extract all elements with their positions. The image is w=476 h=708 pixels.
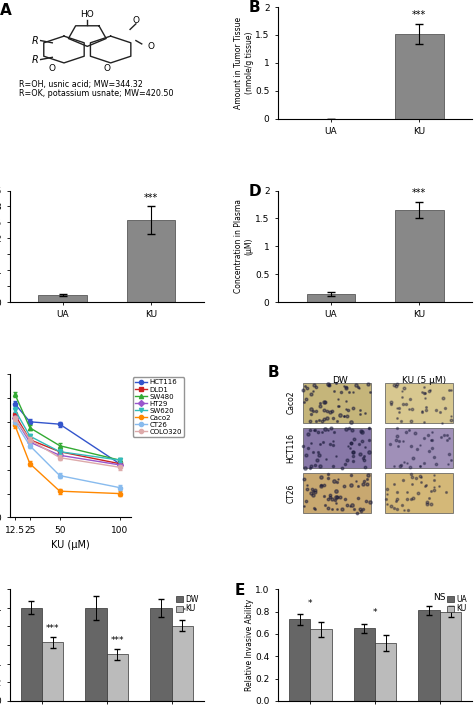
Text: *: * — [307, 599, 312, 608]
X-axis label: KU (μM): KU (μM) — [51, 540, 89, 550]
Text: E: E — [235, 583, 245, 598]
CT26 — [117, 484, 122, 492]
HCT116 — [57, 420, 62, 428]
FancyBboxPatch shape — [384, 428, 452, 468]
HT29 — [12, 414, 18, 423]
FancyBboxPatch shape — [302, 382, 370, 423]
Text: ***: *** — [143, 193, 158, 203]
Line: CT26: CT26 — [13, 420, 121, 490]
Text: KU (5 μM): KU (5 μM) — [401, 376, 445, 385]
Bar — [353, 628, 374, 701]
Bar — [306, 294, 355, 302]
Text: O: O — [103, 64, 110, 73]
HCT116 — [117, 459, 122, 468]
Line: SW480: SW480 — [13, 392, 121, 462]
SW620 — [57, 447, 62, 456]
Text: R=OH, usnic acid; MW=344.32: R=OH, usnic acid; MW=344.32 — [19, 80, 143, 88]
DLD1 — [27, 435, 33, 444]
HCT116 — [12, 399, 18, 408]
Text: ***: *** — [110, 636, 124, 645]
COLO320 — [57, 453, 62, 462]
Bar — [85, 608, 107, 701]
Bar — [126, 220, 175, 302]
Bar — [171, 626, 192, 701]
Line: HT29: HT29 — [13, 416, 121, 467]
SW620 — [117, 456, 122, 464]
Text: DW: DW — [331, 376, 347, 385]
Y-axis label: Amount in Tumor Tissue
(nmole/g tissue): Amount in Tumor Tissue (nmole/g tissue) — [234, 17, 253, 109]
Bar — [439, 612, 460, 701]
Bar — [309, 629, 331, 701]
Y-axis label: Relative Invasive Ability: Relative Invasive Ability — [244, 599, 253, 691]
FancyBboxPatch shape — [384, 473, 452, 513]
Bar — [288, 620, 309, 701]
Bar — [38, 295, 87, 302]
CT26 — [12, 418, 18, 426]
Line: Caco2: Caco2 — [13, 423, 121, 496]
Text: ***: *** — [46, 624, 59, 633]
HT29 — [117, 461, 122, 469]
Caco2 — [27, 459, 33, 468]
Text: O: O — [148, 42, 155, 51]
FancyBboxPatch shape — [302, 473, 370, 513]
Legend: DW, KU: DW, KU — [174, 593, 200, 615]
Y-axis label: Concentration in Plasma
(μM): Concentration in Plasma (μM) — [234, 200, 253, 293]
SW480 — [27, 423, 33, 432]
Text: R: R — [31, 35, 38, 45]
HT29 — [57, 451, 62, 459]
Line: COLO320: COLO320 — [13, 416, 121, 469]
SW620 — [27, 432, 33, 440]
DLD1 — [57, 447, 62, 456]
Bar — [107, 654, 128, 701]
Legend: HCT116, DLD1, SW480, HT29, SW620, Caco2, CT26, COLO320: HCT116, DLD1, SW480, HT29, SW620, Caco2,… — [133, 377, 184, 437]
FancyBboxPatch shape — [384, 382, 452, 423]
Text: **: ** — [178, 607, 186, 616]
HCT116 — [27, 418, 33, 426]
Bar — [394, 210, 443, 302]
COLO320 — [27, 435, 33, 444]
Text: Caco2: Caco2 — [286, 391, 295, 414]
Text: A: A — [0, 3, 11, 18]
SW480 — [117, 456, 122, 464]
SW480 — [12, 390, 18, 399]
SW620 — [12, 406, 18, 414]
DLD1 — [12, 411, 18, 419]
Text: CT26: CT26 — [286, 484, 295, 503]
Text: B: B — [268, 365, 279, 380]
Text: HCT116: HCT116 — [286, 433, 295, 463]
SW480 — [57, 442, 62, 450]
CT26 — [27, 442, 33, 450]
Bar — [150, 608, 171, 701]
Text: R: R — [31, 55, 38, 64]
Bar — [394, 34, 443, 119]
Text: ***: *** — [411, 188, 426, 198]
Text: NS: NS — [433, 593, 445, 602]
Text: ***: *** — [411, 11, 426, 21]
Caco2 — [117, 489, 122, 498]
Text: B: B — [248, 1, 260, 16]
DLD1 — [117, 459, 122, 468]
HT29 — [27, 438, 33, 446]
FancyBboxPatch shape — [302, 428, 370, 468]
Text: O: O — [132, 16, 139, 25]
CT26 — [57, 472, 62, 480]
Bar — [417, 610, 439, 701]
Caco2 — [12, 421, 18, 430]
Caco2 — [57, 487, 62, 496]
Text: O: O — [49, 64, 56, 73]
COLO320 — [117, 463, 122, 472]
Bar — [20, 608, 42, 701]
Legend: UA, KU: UA, KU — [445, 593, 467, 615]
Text: *: * — [372, 608, 377, 617]
Bar — [42, 642, 63, 701]
Line: SW620: SW620 — [13, 408, 121, 462]
Line: HCT116: HCT116 — [13, 401, 121, 466]
COLO320 — [12, 414, 18, 423]
Text: D: D — [248, 184, 261, 199]
Bar — [374, 643, 396, 701]
Text: R=OK, potassium usnate; MW=420.50: R=OK, potassium usnate; MW=420.50 — [19, 88, 173, 98]
Text: HO: HO — [80, 11, 94, 19]
Line: DLD1: DLD1 — [13, 413, 121, 466]
